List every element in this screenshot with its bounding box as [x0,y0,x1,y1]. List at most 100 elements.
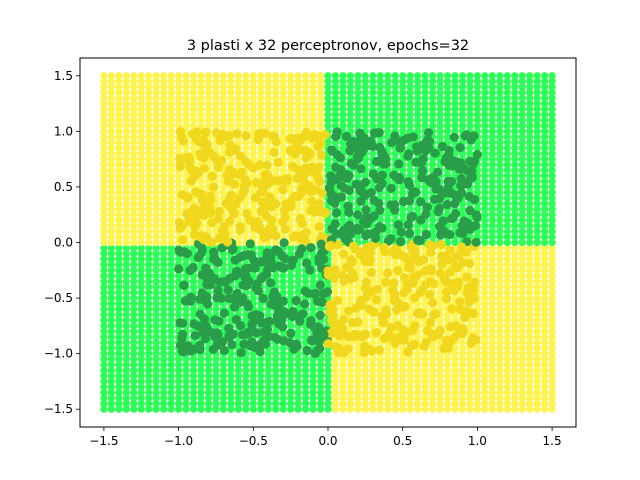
grid-point [100,127,108,135]
grid-point [242,144,250,152]
grid-point [384,83,392,91]
grid-point [287,394,295,402]
grid-point [137,311,145,319]
training-point [444,336,455,346]
grid-point [227,361,235,369]
grid-point [391,383,399,391]
grid-point [346,405,355,413]
training-point [330,198,340,208]
grid-point [301,372,310,380]
grid-point [234,405,242,413]
grid-point [145,127,153,135]
grid-point [294,122,302,130]
grid-point [130,350,138,358]
grid-point [130,333,138,341]
grid-point [122,216,130,224]
grid-point [219,77,228,85]
training-point [418,140,428,150]
grid-point [346,288,355,297]
grid-point [130,88,138,97]
grid-point [272,88,280,97]
training-point [442,199,452,210]
grid-point [346,383,355,391]
grid-point [399,355,407,363]
grid-point [160,138,168,147]
grid-point [175,83,183,91]
grid-point [167,327,175,336]
grid-point [100,294,108,302]
grid-point [339,288,347,297]
grid-point [212,94,220,102]
training-point [426,247,436,257]
grid-point [369,355,377,363]
training-point [392,172,402,182]
grid-point [167,133,175,141]
grid-point [279,133,287,141]
grid-point [189,116,198,124]
grid-point [346,361,355,369]
grid-point [107,355,115,363]
training-point [262,317,272,327]
grid-point [152,372,160,380]
grid-point [182,105,190,113]
grid-point [145,350,153,358]
grid-point [197,94,205,102]
grid-point [331,111,340,119]
grid-point [346,377,355,386]
grid-point [122,211,130,219]
grid-point [264,122,272,130]
grid-point [272,77,280,85]
grid-point [391,116,399,124]
grid-point [197,111,205,119]
training-point [347,318,358,328]
grid-point [279,83,287,91]
grid-point [287,122,295,130]
grid-point [145,333,153,341]
grid-point [167,83,175,91]
grid-point [175,300,183,308]
grid-point [301,99,310,108]
grid-point [167,355,175,363]
grid-point [361,105,369,113]
grid-point [122,188,130,197]
grid-point [227,105,235,113]
grid-point [107,322,115,330]
training-point [403,220,413,230]
grid-point [130,200,138,208]
training-point [270,332,280,343]
grid-point [309,233,317,241]
grid-point [130,250,138,258]
grid-point [376,400,384,408]
grid-point [189,388,198,397]
x-tick-label: −1.0 [164,434,193,448]
grid-point [167,305,175,313]
grid-point [137,383,145,391]
grid-point [204,388,213,397]
training-point [404,229,415,239]
training-point [186,346,196,356]
grid-point [189,77,198,85]
grid-point [182,172,190,180]
grid-point [249,372,257,380]
grid-point [115,238,123,247]
grid-point [182,383,190,391]
grid-point [115,288,123,297]
grid-point [301,327,310,336]
grid-point [137,300,145,308]
grid-point [354,377,362,386]
training-point [306,335,317,345]
grid-point [541,72,549,80]
grid-point [242,405,250,413]
grid-point [189,305,198,313]
grid-point [294,88,302,97]
grid-point [548,72,556,80]
grid-point [152,244,160,252]
training-point [278,217,288,227]
grid-point [137,177,145,185]
grid-point [115,116,123,124]
x-tick-label: 1.0 [468,434,487,448]
grid-point [152,277,160,285]
grid-point [122,105,130,113]
grid-point [122,116,130,124]
grid-point [145,233,153,241]
